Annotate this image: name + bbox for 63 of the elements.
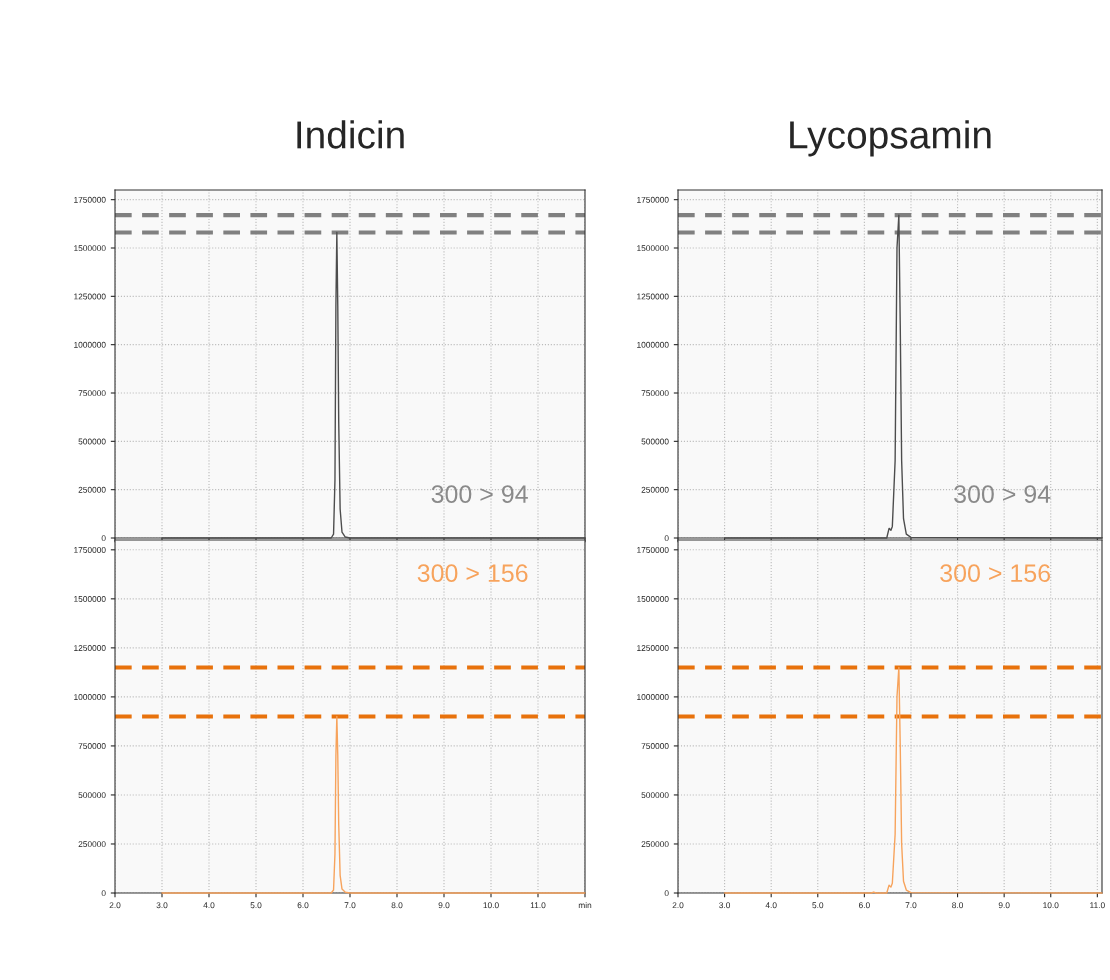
y-tick-label: 250000 (78, 486, 106, 493)
x-tick-label: 3.0 (156, 902, 168, 909)
x-tick-label: 11.0 (1090, 902, 1105, 909)
line-series (723, 666, 1103, 894)
y-tick-label: 1500000 (74, 245, 106, 252)
y-tick-label: 1750000 (637, 196, 669, 203)
y-tick-label: 1250000 (74, 293, 106, 300)
x-tick-label: 2.0 (109, 902, 121, 909)
y-tick-label: 1000000 (637, 341, 669, 348)
x-tick-label: 8.0 (391, 902, 403, 909)
y-tick-label: 500000 (641, 438, 669, 445)
chart-title: Indicin (297, 120, 404, 149)
line-series (161, 231, 586, 539)
y-tick-label: 1500000 (74, 596, 106, 602)
annotation: 300 > 156 (417, 564, 528, 583)
x-tick-label: min (578, 902, 592, 909)
y-tick-label: 1000000 (74, 694, 106, 700)
chart-title: Lycopsamin (790, 120, 991, 157)
x-tick-label: 4.0 (765, 902, 777, 909)
y-tick-label: 250000 (641, 841, 669, 848)
line-series (161, 715, 586, 894)
y-tick-label: 0 (101, 535, 106, 542)
y-tick-label: 1000000 (637, 694, 669, 700)
y-tick-label: 1000000 (74, 341, 106, 348)
annotation: 300 > 156 (940, 564, 1051, 583)
y-tick-label: 1500000 (637, 245, 669, 252)
x-tick-label: 7.0 (344, 902, 356, 909)
y-tick-label: 1750000 (74, 196, 106, 203)
x-tick-label: 9.0 (438, 902, 450, 909)
y-tick-label: 750000 (641, 390, 669, 397)
y-tick-label: 250000 (78, 841, 106, 848)
x-tick-label: 10.0 (1043, 902, 1059, 909)
x-tick-label: 2.0 (672, 902, 684, 909)
x-tick-label: 4.0 (203, 902, 215, 909)
y-tick-label: 0 (664, 890, 669, 897)
y-tick-label: 1500000 (637, 596, 669, 602)
y-tick-label: 1250000 (637, 293, 669, 300)
x-tick-label: 6.0 (859, 902, 870, 909)
x-tick-label: 8.0 (952, 902, 964, 909)
x-tick-label: 7.0 (905, 902, 917, 909)
y-tick-label: 500000 (78, 438, 106, 445)
x-tick-label: 6.0 (297, 902, 309, 909)
y-tick-label: 500000 (641, 792, 669, 799)
y-tick-label: 750000 (78, 390, 106, 397)
y-tick-label: 250000 (641, 486, 669, 493)
annotation: 300 > 94 (431, 485, 528, 503)
x-tick-label: 5.0 (250, 902, 262, 909)
x-tick-label: 5.0 (812, 902, 824, 909)
y-tick-label: 1250000 (637, 645, 669, 651)
y-tick-label: 1750000 (637, 547, 669, 553)
y-tick-label: 1750000 (74, 547, 106, 553)
y-tick-label: 0 (664, 535, 669, 542)
annotation: 300 > 94 (954, 485, 1051, 503)
x-tick-label: 11.0 (530, 902, 546, 909)
x-tick-label: 3.0 (719, 902, 731, 909)
y-tick-label: 750000 (641, 743, 669, 750)
y-tick-label: 1250000 (74, 645, 106, 651)
y-tick-label: 0 (101, 890, 106, 897)
x-tick-label: 9.0 (998, 902, 1010, 909)
x-tick-label: 10.0 (483, 902, 499, 909)
line-series (723, 214, 1103, 539)
y-tick-label: 750000 (78, 743, 106, 750)
y-tick-label: 500000 (78, 792, 106, 799)
